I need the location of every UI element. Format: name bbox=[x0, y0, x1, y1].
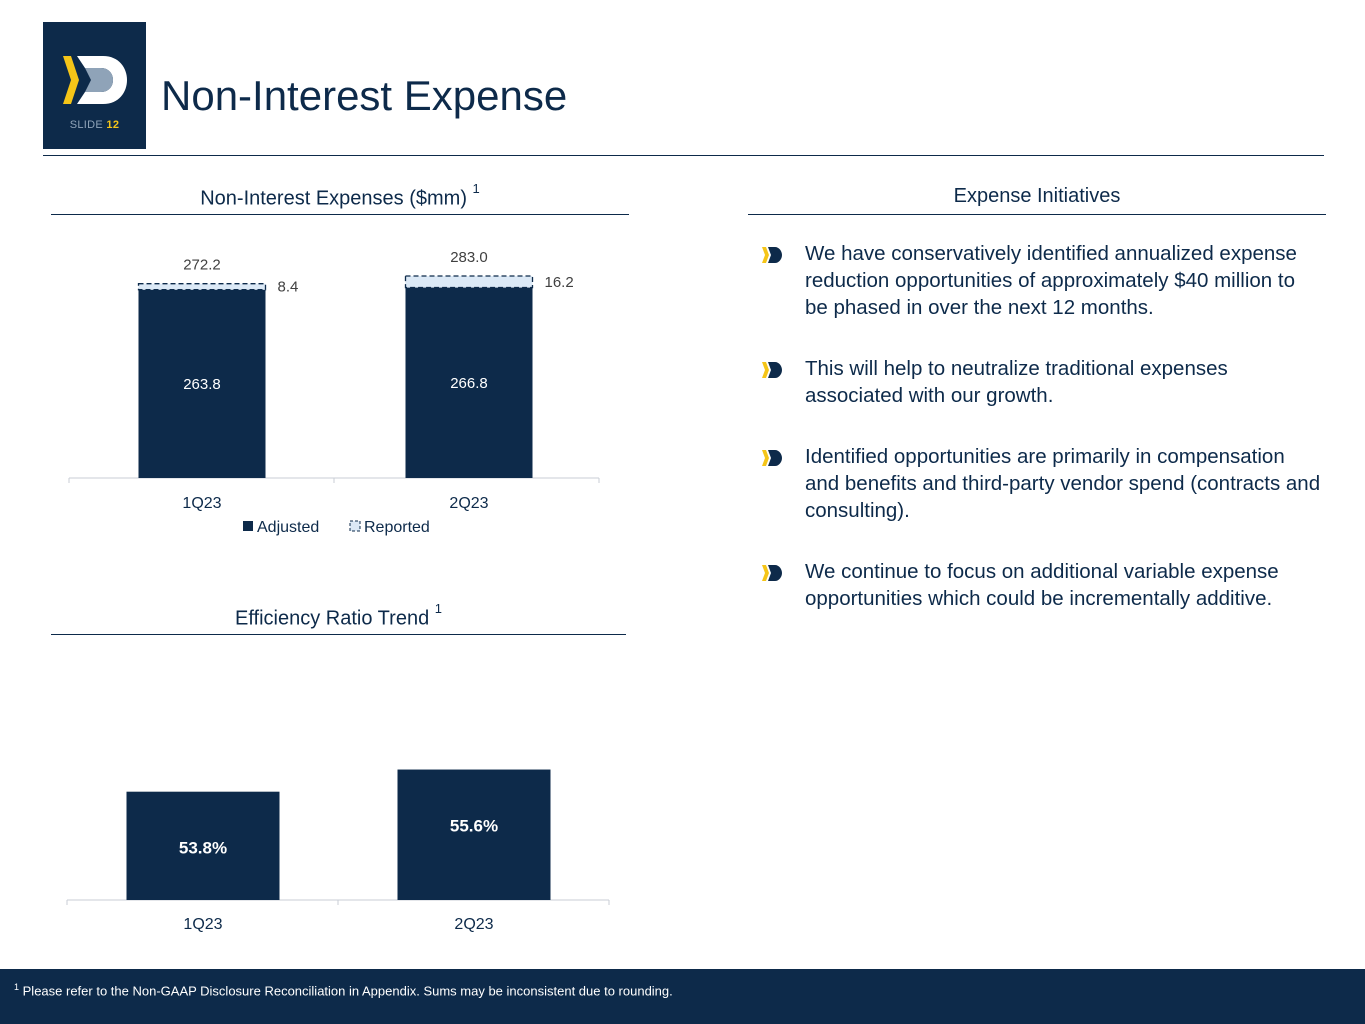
chevron-bullet-icon bbox=[762, 565, 782, 581]
adjusted-value-label: 263.8 bbox=[183, 376, 221, 393]
efficiency-chart-title-text: Efficiency Ratio Trend bbox=[235, 607, 430, 630]
initiative-bullet: We continue to focus on additional varia… bbox=[762, 558, 1322, 612]
footnote-mark: 1 bbox=[14, 982, 20, 992]
legend-adjusted-label: Adjusted bbox=[257, 519, 319, 536]
reported-bar bbox=[137, 283, 267, 291]
chevron-bullet-icon bbox=[762, 450, 782, 466]
initiative-text: We continue to focus on additional varia… bbox=[805, 560, 1279, 610]
efficiency-chart: 53.8% 1Q23 55.6% 2Q23 bbox=[66, 769, 610, 933]
reported-value-label: 16.2 bbox=[545, 274, 574, 291]
initiatives-list: We have conservatively identified annual… bbox=[762, 240, 1322, 646]
efficiency-value-label: 53.8% bbox=[179, 839, 227, 858]
initiative-text: This will help to neutralize traditional… bbox=[805, 357, 1228, 407]
efficiency-bar bbox=[126, 791, 280, 900]
slide-label: SLIDE bbox=[69, 119, 104, 131]
initiative-text: We have conservatively identified annual… bbox=[805, 242, 1297, 319]
x-tick-label: 1Q23 bbox=[182, 495, 221, 512]
x-tick-label: 2Q23 bbox=[449, 495, 488, 512]
total-value-label: 272.2 bbox=[183, 257, 221, 274]
initiative-bullet: Identified opportunities are primarily i… bbox=[762, 443, 1322, 524]
x-tick-label: 1Q23 bbox=[183, 916, 222, 933]
legend-adjusted-swatch bbox=[243, 521, 253, 531]
chevron-bullet-icon bbox=[762, 362, 782, 378]
title-divider bbox=[43, 155, 1324, 156]
footnote-text: Please refer to the Non-GAAP Disclosure … bbox=[22, 983, 673, 999]
initiative-text: Identified opportunities are primarily i… bbox=[805, 445, 1321, 522]
initiatives-title: Expense Initiatives bbox=[953, 185, 1121, 207]
adjusted-value-label: 266.8 bbox=[450, 375, 488, 392]
efficiency-chart-title-rule bbox=[51, 634, 626, 635]
efficiency-value-label: 55.6% bbox=[450, 817, 498, 836]
adjusted-bar bbox=[138, 289, 266, 478]
expenses-chart-title-rule bbox=[51, 214, 629, 215]
expenses-chart-title-text: Non-Interest Expenses ($mm) bbox=[200, 187, 467, 210]
logo-chevron-icon bbox=[63, 56, 127, 104]
footnote: 1 Please refer to the Non-GAAP Disclosur… bbox=[14, 982, 673, 998]
efficiency-bar bbox=[397, 769, 551, 900]
expenses-chart: 263.8 8.4 272.2 1Q23 266.8 16.2 283.0 2Q23 Adjus… bbox=[68, 249, 600, 536]
chevron-bullet-icon bbox=[762, 247, 782, 263]
x-tick-label: 2Q23 bbox=[454, 916, 493, 933]
adjusted-bar bbox=[405, 287, 533, 478]
reported-bar bbox=[404, 275, 534, 289]
expenses-chart-title: Non-Interest Expenses ($mm) 1 bbox=[51, 181, 629, 211]
legend-reported-label: Reported bbox=[364, 519, 430, 536]
efficiency-chart-footnote-mark: 1 bbox=[434, 601, 442, 616]
reported-value-label: 8.4 bbox=[278, 279, 299, 296]
legend-reported-swatch bbox=[349, 520, 361, 532]
total-value-label: 283.0 bbox=[450, 249, 488, 266]
initiatives-title-rule bbox=[748, 214, 1326, 215]
initiative-bullet: We have conservatively identified annual… bbox=[762, 240, 1322, 321]
company-logo: SLIDE 12 bbox=[43, 22, 146, 149]
page-title: Non-Interest Expense bbox=[161, 72, 568, 119]
expenses-chart-footnote-mark: 1 bbox=[472, 181, 480, 196]
efficiency-chart-title: Efficiency Ratio Trend 1 bbox=[51, 601, 626, 631]
initiative-bullet: This will help to neutralize traditional… bbox=[762, 355, 1322, 409]
slide-number-tag: SLIDE 12 bbox=[43, 119, 146, 131]
footer-bar: 1 Please refer to the Non-GAAP Disclosur… bbox=[0, 969, 1365, 1024]
slide-number: 12 bbox=[106, 119, 120, 131]
